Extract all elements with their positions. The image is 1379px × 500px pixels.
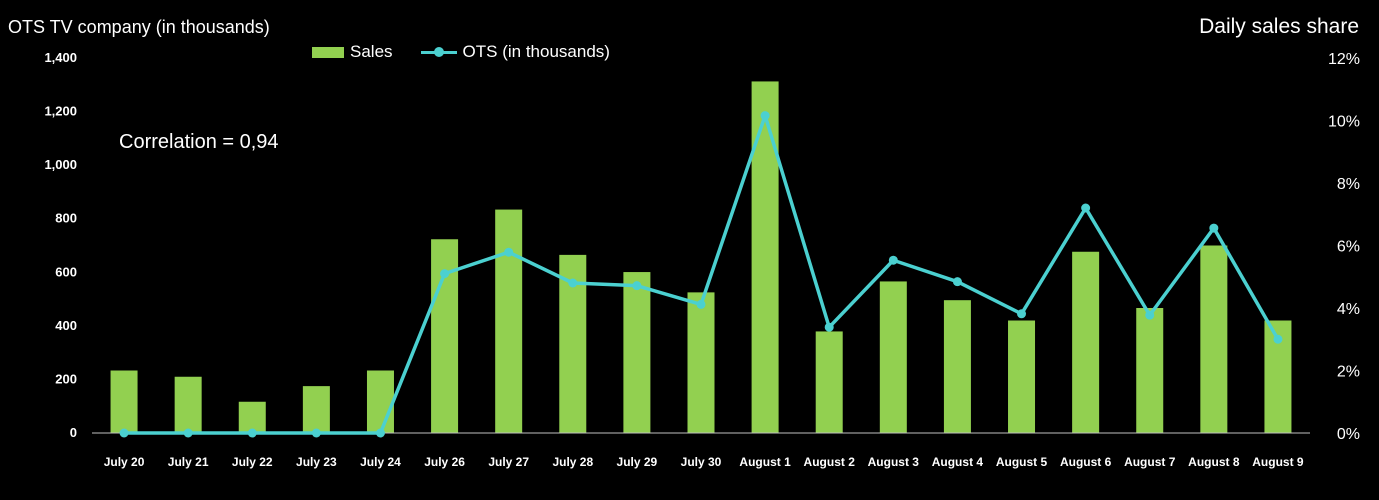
x-tick-label: July 21	[168, 455, 209, 469]
left-tick-label: 1,200	[44, 104, 77, 119]
x-tick-label: July 24	[360, 455, 401, 469]
x-tick-label: July 26	[424, 455, 465, 469]
bar	[815, 331, 843, 433]
bar	[943, 300, 971, 433]
ots-point	[760, 111, 770, 121]
legend-item-ots: OTS (in thousands)	[420, 42, 610, 62]
left-tick-label: 0	[70, 425, 77, 440]
ots-point	[1209, 223, 1219, 233]
left-axis-title: OTS TV company (in thousands)	[8, 17, 270, 37]
ots-point	[1017, 309, 1027, 319]
ots-point	[824, 322, 834, 332]
ots-point	[568, 278, 578, 288]
left-tick-label: 400	[55, 318, 77, 333]
ots-point	[696, 299, 706, 309]
left-tick-label: 200	[55, 371, 77, 386]
ots-point	[440, 269, 450, 279]
bar	[431, 239, 459, 433]
ots-point	[311, 428, 321, 438]
right-tick-label: 2%	[1337, 364, 1360, 381]
ots-point	[632, 281, 642, 291]
bar	[1008, 320, 1036, 433]
x-tick-label: August 4	[932, 455, 984, 469]
bar	[366, 370, 394, 433]
left-tick-label: 1,000	[44, 157, 77, 172]
bar	[174, 376, 202, 433]
x-tick-label: August 8	[1188, 455, 1240, 469]
bar	[623, 272, 651, 433]
bar	[751, 81, 779, 433]
x-tick-label: August 7	[1124, 455, 1176, 469]
x-tick-label: July 27	[488, 455, 529, 469]
x-tick-label: August 2	[804, 455, 856, 469]
bar	[1072, 251, 1100, 433]
right-tick-label: 6%	[1337, 239, 1360, 256]
right-tick-label: 8%	[1337, 176, 1360, 193]
bar	[495, 209, 523, 433]
bar	[302, 386, 330, 433]
left-tick-label: 1,400	[44, 50, 77, 65]
ots-point	[183, 428, 193, 438]
ots-point	[119, 428, 129, 438]
bar	[238, 401, 266, 433]
x-tick-label: July 29	[617, 455, 658, 469]
ots-point	[1081, 203, 1091, 213]
left-tick-label: 800	[55, 211, 77, 226]
right-tick-label: 0%	[1337, 426, 1360, 443]
ots-point	[1273, 334, 1283, 344]
x-tick-label: July 28	[552, 455, 593, 469]
x-tick-label: July 30	[681, 455, 722, 469]
legend-sales-swatch	[312, 46, 344, 58]
ots-point	[952, 277, 962, 287]
x-tick-label: August 9	[1252, 455, 1304, 469]
right-axis-title: Daily sales share	[1199, 15, 1359, 38]
legend-sales-label: Sales	[350, 42, 393, 61]
right-tick-label: 10%	[1328, 114, 1360, 131]
x-tick-label: July 22	[232, 455, 273, 469]
bar	[687, 292, 715, 433]
right-tick-label: 4%	[1337, 301, 1360, 318]
legend-item-sales: Sales	[312, 42, 393, 62]
ots-point	[888, 255, 898, 265]
x-tick-label: August 1	[739, 455, 791, 469]
legend: Sales OTS (in thousands)	[312, 42, 638, 62]
ots-point	[375, 428, 385, 438]
x-tick-label: July 20	[104, 455, 145, 469]
x-tick-label: July 23	[296, 455, 337, 469]
x-tick-label: August 6	[1060, 455, 1112, 469]
legend-ots-swatch	[420, 46, 457, 58]
legend-ots-label: OTS (in thousands)	[462, 42, 610, 61]
bar	[1200, 245, 1228, 433]
bar	[879, 281, 907, 433]
x-tick-label: August 3	[868, 455, 920, 469]
ots-point	[247, 428, 257, 438]
bar	[110, 370, 138, 433]
bar	[1136, 308, 1164, 433]
right-tick-label: 12%	[1328, 51, 1360, 68]
x-tick-label: August 5	[996, 455, 1048, 469]
ots-point	[504, 247, 514, 257]
correlation-annotation: Correlation = 0,94	[119, 131, 279, 153]
left-tick-label: 600	[55, 264, 77, 279]
ots-point	[1145, 310, 1155, 320]
